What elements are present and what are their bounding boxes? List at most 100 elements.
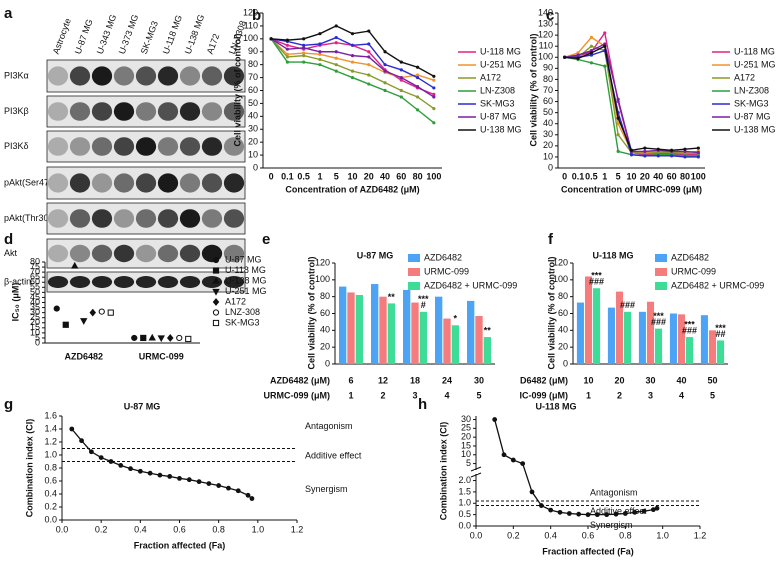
legend-label: U-138 MG (734, 124, 776, 134)
x-axis-label: Fraction affected (Fa) (542, 546, 634, 556)
x-tick-label: 20 (614, 375, 624, 385)
x-tick-label: 5 (616, 171, 621, 181)
point (415, 73, 420, 77)
bar (355, 294, 363, 364)
blot-frame (46, 95, 246, 128)
legend-label: AZD6482 + URMC-099 (671, 280, 764, 290)
point (157, 472, 163, 478)
point (616, 116, 620, 120)
bar (677, 314, 686, 364)
bar (655, 328, 663, 364)
point (585, 512, 591, 518)
y-tick-label: 65 (30, 272, 40, 282)
blot-row-label: Akt (4, 248, 18, 258)
point (334, 50, 338, 54)
chart-title: U-118 MG (592, 250, 633, 260)
y-tick-label: 120 (538, 30, 553, 40)
point (415, 65, 420, 69)
y-tick-label: 1.0 (458, 498, 471, 508)
blot-band (201, 137, 223, 156)
x-tick-label: 1 (602, 171, 607, 181)
x-tick-label: 40 (676, 375, 686, 385)
lane-label: Astrocyte (51, 17, 73, 56)
bar (700, 315, 708, 364)
legend-label: U-138 MG (480, 124, 522, 134)
y-tick-label: 25 (461, 423, 471, 433)
bar (607, 307, 615, 364)
legend-label: A172 (225, 296, 246, 306)
y-tick-label: 20 (558, 342, 568, 352)
point (622, 511, 628, 516)
y-tick-label: 10 (248, 149, 258, 159)
y-tick-label: 120 (315, 257, 330, 267)
blot-band (201, 244, 223, 263)
y-tick-label: 100 (553, 274, 568, 284)
bar (371, 284, 379, 364)
region-label: Synergism (305, 484, 348, 494)
x-tick-label: 2 (380, 390, 385, 400)
legend-label: SK-MG3 (480, 98, 515, 108)
point (186, 477, 192, 483)
x-tick-label: 10 (583, 375, 593, 385)
point (432, 74, 436, 78)
series-line (270, 38, 435, 124)
y-tick-label: 80 (320, 291, 330, 301)
point (334, 24, 338, 28)
point (696, 150, 700, 155)
bar (686, 337, 694, 364)
point (245, 492, 251, 498)
legend-label: U-138 MG (225, 275, 267, 285)
blot-band (91, 137, 113, 156)
x-tick-label: 0.2 (507, 530, 520, 540)
x-tick-label: 0.0 (56, 524, 69, 534)
x-tick-label: 0 (562, 171, 567, 181)
blot-band (135, 209, 157, 228)
point (216, 483, 222, 488)
marker (89, 308, 97, 317)
marker (157, 335, 165, 343)
legend-label: LN-Z308 (734, 85, 769, 95)
x-tick-label: 18 (410, 375, 420, 385)
bar (347, 292, 355, 364)
y-tick-label: 15 (30, 322, 40, 332)
x-tick-label: 3 (412, 390, 417, 400)
significance: ### (651, 317, 666, 327)
point (302, 54, 306, 58)
blot-band (223, 102, 245, 121)
bar (717, 340, 725, 364)
bar (475, 316, 483, 364)
point (510, 457, 516, 463)
point (589, 61, 594, 65)
point (383, 50, 387, 54)
point (350, 60, 355, 64)
legend-label: SK-MG3 (225, 317, 260, 327)
blot-row-label: pAkt(Thr308) (4, 213, 57, 223)
point (318, 57, 322, 62)
blot-band (113, 244, 135, 263)
blot-band (113, 173, 135, 193)
lane-label: U-138 MG (183, 13, 207, 55)
x-tick-label: 30 (645, 375, 655, 385)
ci-curve (494, 419, 658, 516)
blot-band (47, 209, 69, 228)
y-tick-label: 70 (248, 72, 258, 82)
point (616, 149, 620, 153)
y-axis-label: Cell viability (% of control) (306, 256, 316, 369)
point (383, 63, 387, 67)
point (285, 38, 290, 42)
bar (708, 330, 717, 364)
y-tick-label: 1.5 (458, 486, 471, 496)
blot-band (69, 209, 91, 228)
blot-band (91, 276, 113, 288)
y-tick-label: 90 (543, 63, 553, 73)
significance: *** (591, 271, 602, 281)
x-tick-label: 4 (444, 390, 449, 400)
panel-letter: g (4, 396, 13, 413)
point (302, 51, 306, 55)
point (334, 69, 338, 73)
y-tick-label: 1.0 (44, 449, 57, 459)
y-tick-label: 110 (244, 20, 258, 30)
y-tick-label: 2.0 (458, 475, 471, 485)
legend-swatch (212, 288, 220, 296)
